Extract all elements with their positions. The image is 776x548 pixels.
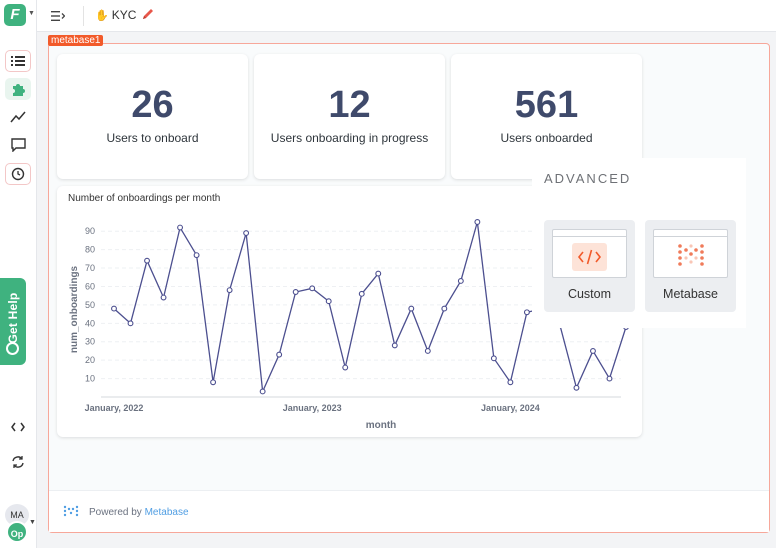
y-tick-label: 90 xyxy=(85,226,95,236)
data-point xyxy=(325,298,332,305)
data-point xyxy=(276,351,283,358)
y-tick-label: 20 xyxy=(85,355,95,365)
data-point xyxy=(342,364,349,371)
x-tick-label: January, 2022 xyxy=(85,403,144,413)
history-icon[interactable] xyxy=(5,163,31,185)
stat-label: Users to onboard xyxy=(106,131,199,145)
data-point xyxy=(193,252,200,259)
hand-icon: ✋ xyxy=(95,9,109,22)
custom-option-label: Custom xyxy=(567,287,612,301)
y-tick-label: 70 xyxy=(85,263,95,273)
x-axis-label: month xyxy=(366,420,397,431)
data-point xyxy=(457,277,464,284)
y-axis-label: num_onboardings xyxy=(69,265,80,353)
data-point xyxy=(523,309,530,316)
chevron-down-icon[interactable]: ▼ xyxy=(28,10,35,17)
data-point xyxy=(358,290,365,297)
y-tick-label: 40 xyxy=(85,318,95,328)
stat-card-users-onboarded[interactable]: 561 Users onboarded xyxy=(451,54,642,179)
top-bar: ✋ KYC xyxy=(37,0,776,32)
data-point xyxy=(210,379,217,386)
y-tick-label: 80 xyxy=(85,245,95,255)
y-tick-label: 30 xyxy=(85,337,95,347)
stat-card-users-to-onboard[interactable]: 26 Users to onboard xyxy=(57,54,248,179)
data-point xyxy=(441,305,448,312)
pencil-icon[interactable] xyxy=(141,7,155,26)
data-point xyxy=(144,257,150,264)
sidebar-toggle-icon[interactable] xyxy=(51,8,66,26)
page-title: ✋ KYC xyxy=(95,8,136,22)
metabase-logo-icon xyxy=(63,505,79,524)
data-point xyxy=(226,287,233,294)
data-point xyxy=(474,219,481,225)
y-tick-label: 10 xyxy=(85,374,95,384)
advanced-title: ADVANCED xyxy=(544,171,632,186)
chevron-down-icon[interactable]: ▼ xyxy=(29,519,36,526)
data-point xyxy=(111,305,117,312)
line-chart: 10 20 30 40 50 60 70 80 90 January, 2022 January, … xyxy=(69,219,629,431)
stat-label: Users onboarding in progress xyxy=(270,131,429,145)
data-point xyxy=(177,224,184,231)
workspace-avatar[interactable]: Op xyxy=(6,521,28,543)
advanced-panel: ADVANCED Custom Metabase xyxy=(532,158,746,328)
metabase-logo-icon xyxy=(677,242,705,273)
data-point xyxy=(375,270,382,277)
powered-by-prefix: Powered by xyxy=(89,507,142,518)
puzzle-icon[interactable] xyxy=(5,78,31,100)
y-tick-label: 50 xyxy=(85,300,95,310)
data-point xyxy=(259,388,266,395)
metabase-option-label: Metabase xyxy=(663,287,718,301)
stat-card-onboarding-in-progress[interactable]: 12 Users onboarding in progress xyxy=(254,54,445,179)
chart-line-icon[interactable] xyxy=(5,106,31,128)
powered-by-text: Powered by Metabase xyxy=(89,507,189,518)
stat-value: 561 xyxy=(514,84,579,126)
data-point xyxy=(292,289,299,295)
metabase-option[interactable]: Metabase xyxy=(645,220,736,312)
stat-value: 12 xyxy=(328,84,371,126)
data-point xyxy=(590,347,596,354)
x-tick-label: January, 2024 xyxy=(481,403,540,413)
user-avatar[interactable]: MA xyxy=(5,504,29,526)
data-point xyxy=(127,320,134,327)
divider xyxy=(83,6,84,26)
app-logo[interactable]: F xyxy=(4,4,26,26)
stat-label: Users onboarded xyxy=(500,131,593,145)
metabase-preview xyxy=(653,229,728,278)
data-point xyxy=(424,347,431,354)
page-name: KYC xyxy=(111,8,137,22)
powered-by-footer: Powered by Metabase xyxy=(49,490,769,532)
embed-tag: metabase1 xyxy=(48,35,104,46)
y-tick-label: 60 xyxy=(85,281,95,291)
help-circle-icon xyxy=(6,342,19,355)
list-icon[interactable] xyxy=(5,50,31,72)
sync-icon[interactable] xyxy=(5,451,31,473)
stat-value: 26 xyxy=(131,84,174,126)
data-point xyxy=(391,342,398,349)
code-icon xyxy=(572,243,607,271)
data-point xyxy=(243,230,250,237)
metabase-link[interactable]: Metabase xyxy=(144,507,189,518)
x-tick-label: January, 2023 xyxy=(283,403,342,413)
data-point xyxy=(490,355,497,362)
data-point xyxy=(309,285,316,292)
data-point xyxy=(507,379,514,386)
data-point xyxy=(408,305,415,312)
left-rail: F ▼ MA Op ▼ xyxy=(0,0,37,548)
custom-option[interactable]: Custom xyxy=(544,220,635,312)
custom-preview xyxy=(552,229,627,278)
chat-icon[interactable] xyxy=(5,134,31,156)
code-brackets-icon[interactable] xyxy=(5,416,31,438)
get-help-label: Get Help xyxy=(6,292,20,344)
data-point xyxy=(573,384,580,391)
data-point xyxy=(160,294,167,301)
data-point xyxy=(606,375,613,382)
chart-card-title: Number of onboardings per month xyxy=(68,193,221,204)
get-help-button[interactable]: Get Help xyxy=(0,278,26,365)
